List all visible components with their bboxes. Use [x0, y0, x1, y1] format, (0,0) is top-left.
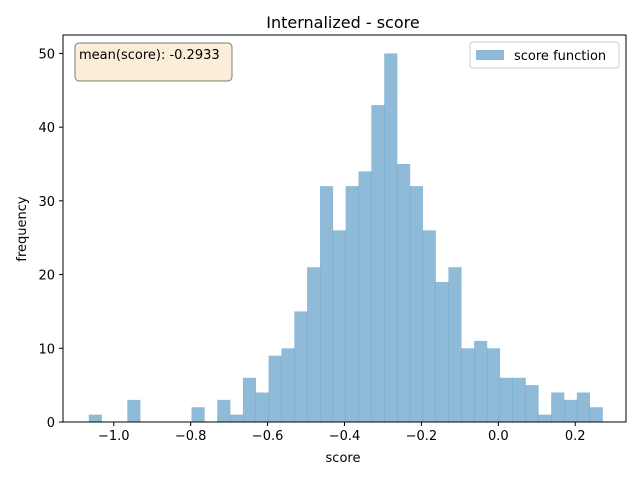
chart-title: Internalized - score [266, 13, 419, 32]
histogram-bar [564, 399, 578, 422]
histogram-bar [332, 230, 346, 422]
histogram-bar [345, 186, 359, 422]
x-tick-label: −0.6 [252, 429, 284, 444]
x-tick-label: −0.8 [175, 429, 207, 444]
legend-label: score function [514, 49, 606, 64]
x-axis-label: score [326, 451, 361, 466]
histogram-bar [242, 377, 257, 422]
legend: score function [469, 41, 620, 69]
histogram-bar [255, 392, 269, 422]
x-tick-label: −0.4 [329, 429, 361, 444]
annotation-box [74, 42, 233, 82]
legend-box [469, 41, 620, 69]
histogram-bar [551, 392, 565, 422]
histogram-bar [422, 230, 436, 422]
histogram-bar [217, 399, 231, 422]
histogram-bar [88, 414, 102, 422]
histogram-bar [127, 399, 141, 422]
histogram-bar [525, 385, 539, 422]
y-axis: 0 10 20 30 40 50 [38, 47, 63, 431]
y-tick-label: 0 [47, 416, 55, 431]
annotation: mean(score): -0.2933 [74, 42, 233, 82]
legend-swatch [476, 50, 504, 60]
histogram-bar [589, 407, 603, 422]
histogram-bar [371, 105, 385, 423]
y-tick-label: 50 [38, 47, 55, 62]
x-tick-label: 0.0 [488, 429, 509, 444]
histogram-bar [538, 414, 552, 422]
histogram-bar [435, 281, 449, 422]
histogram-bar [512, 377, 526, 422]
x-tick-label: −0.2 [406, 429, 438, 444]
histogram-bar [409, 186, 424, 422]
bars-group [88, 53, 603, 423]
histogram-bar [448, 267, 462, 422]
histogram-bar [358, 171, 372, 422]
histogram-bar [294, 311, 308, 422]
histogram-bar [576, 392, 590, 422]
y-axis-label: frequency [15, 196, 30, 262]
y-tick-label: 40 [38, 121, 55, 136]
annotation-text: mean(score): -0.2933 [79, 48, 220, 63]
x-tick-label: −1.0 [98, 429, 130, 444]
x-tick-label: 0.2 [565, 429, 586, 444]
histogram-bar [499, 377, 513, 422]
histogram-bar [230, 414, 244, 422]
histogram-bar [307, 267, 321, 422]
y-tick-label: 20 [38, 269, 55, 284]
histogram-bar [397, 164, 411, 422]
histogram-bar [319, 186, 334, 422]
histogram-bar [461, 348, 475, 422]
histogram-bar [486, 348, 501, 422]
histogram-bar [281, 348, 295, 422]
histogram-bar [268, 355, 282, 422]
y-tick-label: 30 [38, 195, 55, 210]
x-axis: −1.0 −0.8 −0.6 −0.4 −0.2 0.0 0.2 [98, 422, 586, 444]
histogram-bar [474, 340, 488, 422]
y-tick-label: 10 [38, 342, 55, 357]
histogram-bar [191, 407, 205, 422]
histogram-bar [384, 53, 398, 423]
